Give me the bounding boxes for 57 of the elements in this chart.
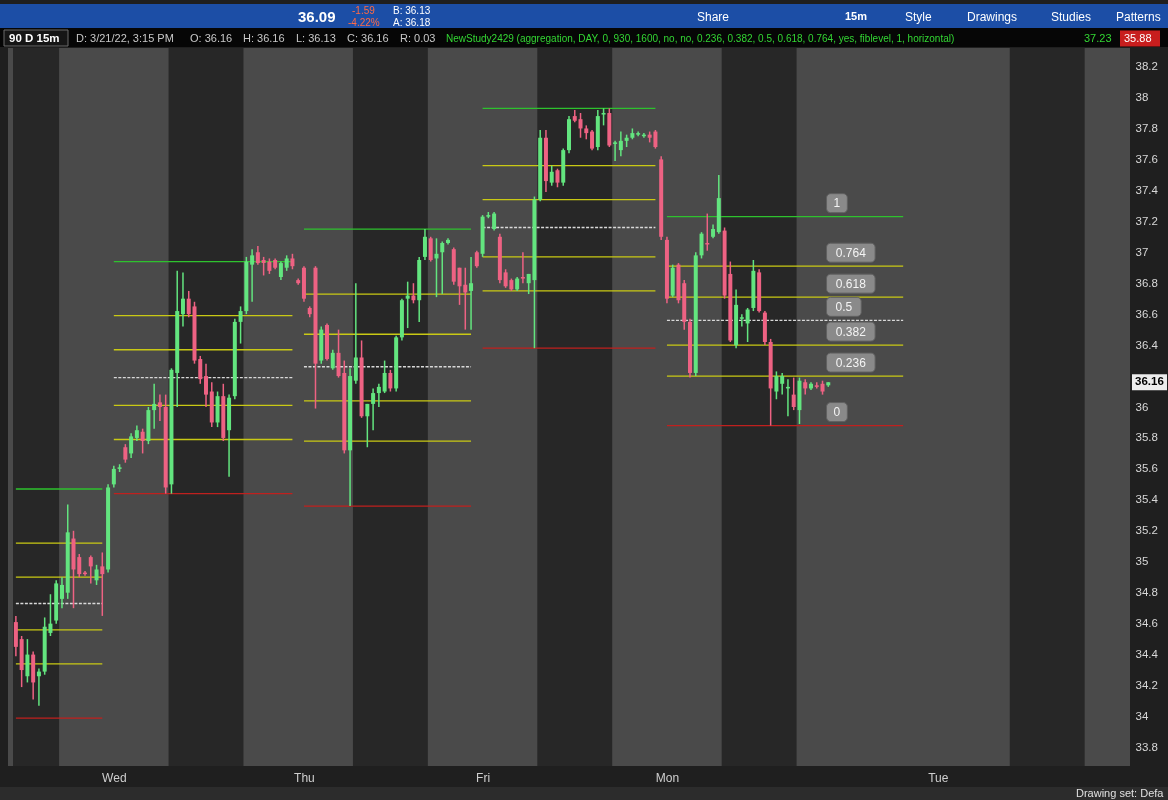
text: NewStudy2429 (aggregation, DAY, 0, 930, 1600, no, no, 0.236, 0.382, 0.5, 0.618, 0.764, yes, fiblevel, 1, horizontal) — [446, 32, 955, 44]
y-tick-label: 37.2 — [1135, 214, 1158, 227]
text: Drawing set: Defa — [1076, 786, 1165, 799]
annotation: 0.764 — [835, 245, 867, 260]
annotation: 1 — [833, 196, 841, 211]
y-tick-label: 37.8 — [1135, 121, 1158, 134]
y-tick-label: 36 — [1135, 400, 1149, 413]
text: -4.22% — [348, 17, 380, 28]
y-tick-label: 34 — [1135, 709, 1149, 722]
x-tick-label: Mon — [655, 770, 680, 785]
annotation: 0.618 — [835, 276, 867, 291]
x-tick-label: Thu — [294, 770, 315, 785]
text: D: 3/21/22, 3:15 PM — [76, 31, 174, 44]
text: Patterns — [1116, 10, 1161, 24]
text: Drawings — [967, 10, 1018, 24]
y-tick-label: 36.4 — [1135, 338, 1159, 351]
annotation: 0.5 — [835, 299, 853, 314]
annotation: 36.16 — [1135, 375, 1164, 388]
text: R: 0.03 — [400, 31, 436, 44]
y-tick-label: 34.6 — [1135, 617, 1158, 630]
chart-title: 90 D 15m — [9, 31, 60, 44]
y-tick-label: 35.2 — [1135, 524, 1158, 537]
x-tick-label: Fri — [476, 770, 491, 785]
x-tick-label: Wed — [102, 770, 127, 785]
y-tick-label: 34.8 — [1135, 586, 1158, 599]
y-tick-label: 35.4 — [1135, 493, 1159, 506]
y-tick-label: 38 — [1135, 91, 1149, 104]
y-tick-label: 36.8 — [1135, 276, 1158, 289]
y-tick-label: 38.2 — [1135, 60, 1158, 73]
text: Style — [905, 10, 932, 24]
text: H: 36.16 — [243, 31, 285, 44]
text: C: 36.16 — [347, 31, 389, 44]
text: Share — [697, 10, 730, 24]
text: L: 36.13 — [296, 31, 336, 44]
y-tick-label: 34.2 — [1135, 679, 1158, 692]
y-tick-label: 37.4 — [1135, 183, 1159, 196]
text: 36.09 — [298, 8, 336, 25]
annotation: 0.236 — [835, 355, 867, 370]
x-tick-label: Tue — [928, 770, 949, 785]
text: 37.23 — [1084, 31, 1112, 44]
y-tick-label: 37.6 — [1135, 152, 1158, 165]
y-tick-label: 37 — [1135, 245, 1149, 258]
text: A: 36.18 — [393, 17, 431, 28]
text: O: 36.16 — [190, 31, 233, 44]
y-tick-label: 35.6 — [1135, 462, 1158, 475]
y-tick-label: 33.8 — [1135, 740, 1158, 753]
text: Studies — [1051, 10, 1092, 24]
annotation: 0 — [833, 405, 841, 420]
text: 35.88 — [1124, 31, 1152, 44]
y-tick-label: 35.8 — [1135, 431, 1158, 444]
text: 15m — [845, 10, 868, 22]
y-tick-label: 34.4 — [1135, 648, 1159, 661]
y-tick-label: 36.6 — [1135, 307, 1158, 320]
text: B: 36.13 — [393, 5, 431, 16]
annotation: 0.382 — [835, 324, 867, 339]
y-tick-label: 35 — [1135, 555, 1149, 568]
text: -1.59 — [352, 5, 376, 16]
